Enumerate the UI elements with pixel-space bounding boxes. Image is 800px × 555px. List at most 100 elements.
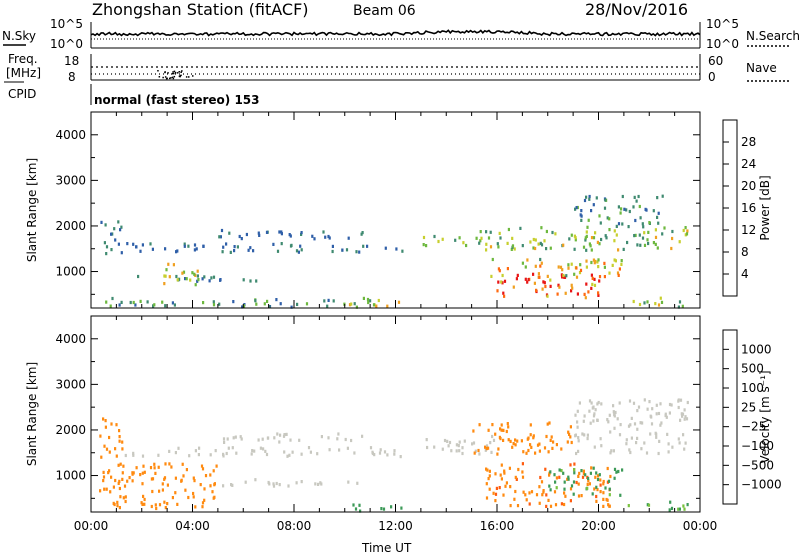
- velocity-cell: [484, 445, 487, 449]
- power-cell: [538, 275, 541, 279]
- power-cell: [632, 299, 635, 304]
- power-cell: [275, 298, 278, 302]
- velocity-cell: [114, 478, 117, 483]
- nave-dip-point: [169, 77, 171, 80]
- power-cell: [537, 272, 540, 276]
- power-cell: [255, 279, 258, 283]
- velocity-cell: [570, 484, 574, 488]
- power-cell: [545, 229, 548, 234]
- velocity-cell: [350, 438, 353, 443]
- power-cell: [661, 194, 664, 198]
- power-cell: [425, 244, 428, 248]
- velocity-cell: [163, 500, 166, 504]
- velocity-cell: [552, 440, 555, 444]
- velocity-cell: [103, 444, 106, 448]
- power-cell: [590, 286, 593, 290]
- power-cell: [288, 233, 291, 237]
- velocity-cell: [168, 462, 171, 466]
- freq-label: Freq.: [8, 52, 38, 66]
- velocity-cell: [140, 501, 143, 505]
- power-cell: [537, 242, 540, 246]
- velocity-cell: [371, 450, 374, 454]
- velocity-cell: [683, 507, 686, 511]
- velocity-colorbar-tick-label: 500: [741, 362, 764, 376]
- velocity-cell: [670, 403, 673, 407]
- velocity-cell: [577, 494, 581, 498]
- power-cell: [245, 232, 248, 237]
- power-cell: [588, 197, 591, 201]
- velocity-cell: [317, 482, 320, 486]
- power-cell: [187, 244, 190, 248]
- power-cell: [478, 241, 481, 245]
- power-cell: [173, 303, 176, 307]
- velocity-cell: [307, 446, 311, 450]
- power-cell: [593, 277, 596, 281]
- power-cell: [571, 286, 574, 290]
- velocity-cell: [572, 480, 576, 484]
- power-cell: [647, 241, 650, 246]
- power-cell: [196, 274, 199, 278]
- velocity-cell: [201, 505, 204, 509]
- power-cell: [228, 231, 231, 235]
- velocity-cell: [344, 437, 347, 442]
- power-cell: [491, 257, 494, 262]
- power-cell: [350, 302, 353, 306]
- power-cell: [485, 230, 488, 234]
- power-cell: [526, 280, 529, 284]
- nave-dip-point: [167, 72, 169, 74]
- velocity-cell: [667, 442, 670, 446]
- velocity-cell: [534, 451, 537, 455]
- power-cell: [331, 244, 334, 248]
- power-cell: [585, 230, 588, 234]
- velocity-cell: [477, 448, 480, 453]
- velocity-cell: [572, 492, 575, 496]
- power-cell: [597, 293, 600, 297]
- velocity-cell: [567, 477, 570, 481]
- power-cell: [589, 244, 592, 248]
- power-cell: [592, 258, 595, 262]
- power-cell: [513, 247, 516, 251]
- time-tick-label: 04:00: [175, 519, 210, 533]
- power-cell: [184, 277, 187, 281]
- velocity-cell: [174, 491, 177, 495]
- velocity-cell: [607, 420, 610, 424]
- power-cell: [323, 299, 326, 303]
- power-cell: [422, 243, 425, 247]
- velocity-cell: [121, 447, 124, 451]
- power-cell: [172, 263, 175, 267]
- velocity-cell: [121, 440, 124, 444]
- power-cell: [499, 236, 502, 240]
- power-cell: [561, 275, 564, 279]
- velocity-cell: [266, 436, 269, 440]
- title-beam: Beam 06: [353, 3, 416, 19]
- velocity-cell: [251, 449, 254, 453]
- power-cell: [171, 301, 174, 305]
- velocity-cell: [683, 417, 686, 421]
- velocity-cell: [184, 488, 187, 492]
- velocity-cell: [203, 498, 206, 502]
- nave-dip-point: [178, 75, 181, 78]
- power-cell: [540, 261, 543, 265]
- power-cell: [638, 302, 642, 307]
- velocity-cell: [455, 443, 458, 447]
- velocity-cell: [627, 504, 630, 508]
- velocity-cell: [538, 501, 541, 505]
- velocity-cell: [555, 476, 558, 480]
- velocity-cell: [548, 421, 551, 425]
- velocity-cell: [618, 433, 622, 437]
- velocity-cell: [567, 475, 570, 479]
- velocity-cell: [581, 432, 584, 436]
- power-cell: [164, 274, 167, 278]
- velocity-cell: [632, 401, 636, 405]
- velocity-cell: [154, 503, 157, 507]
- velocity-cell: [100, 455, 103, 459]
- power-cell: [164, 247, 167, 251]
- power-cell: [652, 209, 655, 213]
- velocity-cell: [142, 494, 145, 498]
- velocity-cell: [593, 445, 596, 449]
- velocity-cell: [507, 425, 510, 429]
- power-cell: [580, 209, 583, 213]
- power-cell: [613, 239, 616, 243]
- velocity-cell: [573, 462, 576, 466]
- velocity-cell: [118, 479, 121, 483]
